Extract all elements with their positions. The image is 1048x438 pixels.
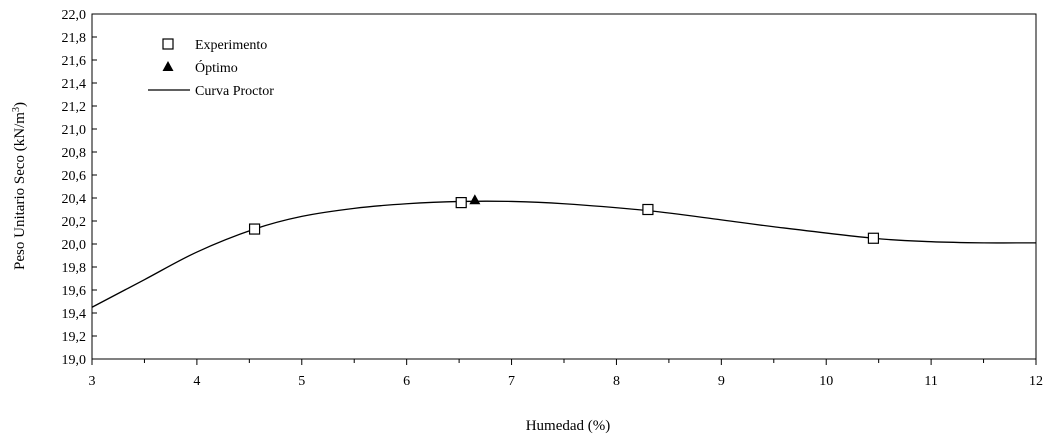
y-tick-label: 19,0 bbox=[62, 353, 87, 368]
y-tick-label: 20,6 bbox=[62, 169, 87, 184]
x-tick-label: 3 bbox=[89, 374, 96, 389]
x-tick-label: 9 bbox=[718, 374, 725, 389]
y-tick-label: 19,6 bbox=[62, 284, 87, 299]
y-tick-label: 22,0 bbox=[62, 8, 87, 23]
legend-label: Óptimo bbox=[195, 59, 238, 76]
x-tick-label: 10 bbox=[819, 374, 833, 389]
experiment-point bbox=[455, 197, 467, 209]
experiment-point bbox=[867, 232, 880, 244]
x-tick-label: 11 bbox=[924, 374, 937, 389]
y-tick-label: 21,2 bbox=[62, 100, 87, 115]
legend-triangle-icon bbox=[162, 61, 174, 71]
y-tick-label: 21,6 bbox=[62, 54, 87, 69]
y-tick-label: 19,2 bbox=[62, 330, 87, 345]
x-axis: 3 4 5 6 7 8 9 10 11 12 bbox=[89, 359, 1043, 389]
y-tick-label: 21,8 bbox=[62, 31, 87, 46]
x-tick-label: 5 bbox=[298, 374, 305, 389]
experiment-point bbox=[642, 203, 654, 216]
y-tick-label: 20,4 bbox=[62, 192, 87, 207]
legend-label: Experimento bbox=[195, 38, 267, 53]
y-axis: 19,0 19,2 19,4 19,6 19,8 20,0 20,2 20,4 20,6 20,8… bbox=[62, 8, 97, 368]
experiment-point bbox=[248, 223, 261, 235]
y-tick-label: 19,8 bbox=[62, 261, 87, 276]
legend-label: Curva Proctor bbox=[195, 84, 274, 99]
x-axis-title: Humedad (%) bbox=[526, 418, 611, 434]
x-tick-label: 6 bbox=[403, 374, 410, 389]
y-tick-label: 20,0 bbox=[62, 238, 87, 253]
legend-square-icon bbox=[162, 38, 174, 50]
x-tick-label: 8 bbox=[613, 374, 620, 389]
y-axis-title-superscript: 3 bbox=[11, 107, 22, 112]
x-tick-label: 4 bbox=[193, 374, 200, 389]
y-tick-label: 20,8 bbox=[62, 146, 87, 161]
y-axis-title-tail: ) bbox=[12, 102, 28, 107]
proctor-curve-line bbox=[91, 200, 1037, 308]
y-axis-title-main: Peso Unitario Seco (kN/m bbox=[12, 112, 28, 270]
y-tick-label: 19,4 bbox=[62, 307, 87, 322]
legend: Experimento Óptimo Curva Proctor bbox=[148, 38, 274, 99]
y-tick-label: 20,2 bbox=[62, 215, 87, 230]
y-tick-label: 21,0 bbox=[62, 123, 87, 138]
y-axis-title: Peso Unitario Seco (kN/m3) bbox=[11, 102, 29, 270]
x-tick-label: 12 bbox=[1029, 374, 1043, 389]
x-tick-label: 7 bbox=[508, 374, 515, 389]
y-tick-label: 21,4 bbox=[62, 77, 87, 92]
optimum-point bbox=[469, 194, 481, 205]
